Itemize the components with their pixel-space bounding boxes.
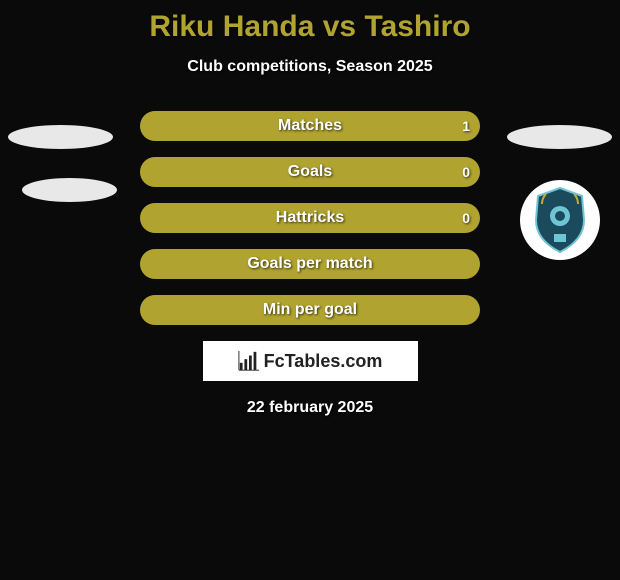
comparison-title: Riku Handa vs Tashiro <box>0 0 620 44</box>
stat-bar-label: Goals <box>288 163 332 181</box>
stat-bar-right <box>310 157 480 187</box>
stats-bars: Matches 1 Goals 0 Hattricks 0 Goals per match M… <box>0 111 620 325</box>
fctables-logo: FcTables.com <box>203 341 418 381</box>
player2-name: Tashiro <box>364 10 470 43</box>
stat-bar-label: Goals per match <box>247 255 372 273</box>
stat-bar-left <box>140 157 310 187</box>
stat-bar-row: Hattricks 0 <box>140 203 480 233</box>
logo-text: FcTables.com <box>264 351 383 372</box>
stat-bar-label: Hattricks <box>276 209 344 227</box>
player1-name: Riku Handa <box>149 10 314 43</box>
stat-bar-row: Goals 0 <box>140 157 480 187</box>
vs-text: vs <box>323 10 356 43</box>
bar-chart-icon <box>238 350 260 372</box>
stat-bar-row: Matches 1 <box>140 111 480 141</box>
stat-bar-value-right: 1 <box>462 118 470 134</box>
stat-bar-row: Goals per match <box>140 249 480 279</box>
stat-bar-value-right: 0 <box>462 164 470 180</box>
date-text: 22 february 2025 <box>0 399 620 417</box>
subtitle: Club competitions, Season 2025 <box>0 58 620 76</box>
stat-bar-label: Matches <box>278 117 342 135</box>
stat-bar-row: Min per goal <box>140 295 480 325</box>
stat-bar-value-right: 0 <box>462 210 470 226</box>
stat-bar-label: Min per goal <box>263 301 357 319</box>
